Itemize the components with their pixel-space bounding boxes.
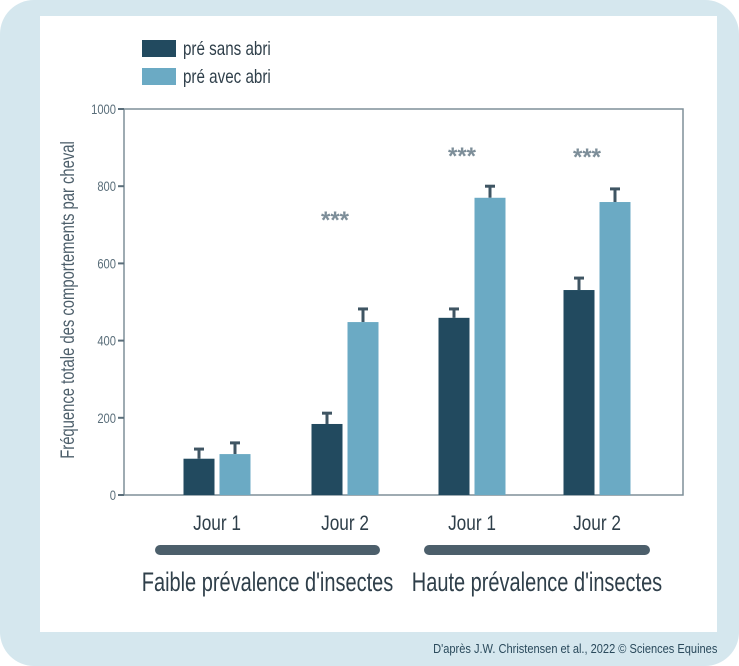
group-label: Haute prévalence d'insectes — [412, 567, 662, 598]
bar-sans-abri — [563, 290, 595, 495]
group-label: Faible prévalence d'insectes — [142, 567, 394, 598]
significance-marker: *** — [448, 143, 477, 170]
y-tick-label: 800 — [97, 179, 116, 194]
y-tick-label: 0 — [110, 488, 116, 503]
bar-avec-abri — [599, 202, 631, 495]
legend-label: pré avec abri — [183, 65, 271, 87]
significance-marker: *** — [321, 207, 350, 234]
x-tick-label: Jour 1 — [448, 513, 496, 536]
legend-label: pré sans abri — [183, 37, 271, 59]
significance-marker: *** — [573, 144, 602, 171]
credit: D'après J.W. Christensen et al., 2022 © … — [432, 641, 717, 656]
y-tick-label: 200 — [97, 411, 116, 426]
legend-swatch — [142, 68, 176, 85]
bar-avec-abri — [474, 197, 506, 495]
x-tick-label: Jour 1 — [193, 513, 241, 536]
bar-avec-abri — [219, 454, 251, 495]
x-tick-label: Jour 2 — [321, 513, 369, 536]
y-tick-label: 400 — [97, 333, 116, 348]
bar-sans-abri — [438, 317, 470, 495]
group-bracket — [424, 545, 650, 555]
y-tick-label: 600 — [97, 256, 116, 271]
bar-sans-abri — [183, 458, 215, 495]
y-axis-label: Fréquence totale des comportements par c… — [57, 141, 78, 459]
plot-frame — [123, 108, 684, 496]
bar-sans-abri — [311, 423, 343, 495]
group-bracket — [155, 545, 380, 555]
legend-swatch — [142, 40, 176, 57]
x-tick-label: Jour 2 — [573, 513, 621, 536]
y-tick-label: 1000 — [91, 102, 116, 117]
bar-avec-abri — [347, 322, 379, 495]
